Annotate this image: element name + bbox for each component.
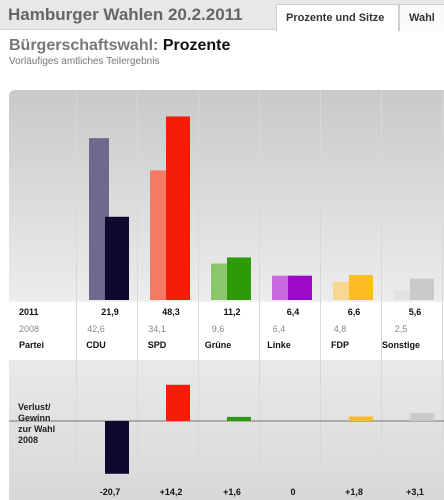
party-label-linke: Linke xyxy=(267,340,291,350)
column-separator xyxy=(198,90,199,500)
bars-svg xyxy=(9,116,444,474)
page-title: Bürgerschaftswahl: Prozente xyxy=(9,37,230,55)
value-change-grüne: +1,6 xyxy=(223,487,241,497)
value-2008-grüne: 9,6 xyxy=(211,324,225,334)
row-label-2008: 2008 xyxy=(19,324,40,334)
verlust-label-line: Gewinn xyxy=(18,413,51,423)
tab-wahl[interactable]: Wahl xyxy=(399,4,444,31)
change-bar-sonstige xyxy=(410,413,434,421)
verlust-label-line: Verlust/ xyxy=(18,402,51,412)
column-separator xyxy=(381,90,382,500)
value-2011-fdp: 6,6 xyxy=(347,307,361,317)
value-2011-grüne: 11,2 xyxy=(223,307,241,317)
value-change-spd: +14,2 xyxy=(159,487,183,497)
page-title-main: Prozente xyxy=(162,37,231,54)
page-subtitle: Vorläufiges amtliches Teilergebnis xyxy=(9,56,160,67)
verlust-gewinn-label: Verlust/ Gewinn zur Wahl 2008 xyxy=(18,402,74,446)
change-bar-spd xyxy=(166,384,190,421)
election-chart: 2011 2008 Partei Verlust/ Gewinn zur Wah… xyxy=(9,90,444,500)
value-2008-cdu: 42,6 xyxy=(87,324,105,334)
bar-2008-linke xyxy=(272,275,292,300)
value-change-cdu: -20,7 xyxy=(99,487,121,497)
app-title: Hamburger Wahlen 20.2.2011 xyxy=(8,5,243,24)
value-2011-linke: 6,4 xyxy=(286,307,300,317)
bar-2011-cdu xyxy=(105,216,129,300)
verlust-label-line: zur Wahl xyxy=(18,424,56,434)
bar-2008-cdu xyxy=(89,138,109,300)
party-label-cdu: CDU xyxy=(86,340,106,350)
bar-2011-fdp xyxy=(349,274,373,300)
column-separator xyxy=(320,90,321,500)
results-table-band xyxy=(9,302,444,360)
column-separator xyxy=(259,90,260,500)
value-change-fdp: +1,8 xyxy=(345,487,363,497)
value-2008-spd: 34,1 xyxy=(148,324,166,334)
value-2011-sonstige: 5,6 xyxy=(408,307,422,317)
top-bar: Hamburger Wahlen 20.2.2011 Prozente und … xyxy=(0,0,444,32)
value-2008-linke: 6,4 xyxy=(272,324,286,334)
change-bar-fdp xyxy=(349,416,373,421)
value-2008-sonstige: 2,5 xyxy=(394,324,408,334)
column-separator xyxy=(442,90,443,500)
row-label-partei: Partei xyxy=(19,340,45,350)
column-separator xyxy=(137,90,138,500)
bar-2008-spd xyxy=(150,170,170,300)
value-change-linke: 0 xyxy=(290,487,296,497)
value-2008-fdp: 4,8 xyxy=(333,324,347,334)
change-bar-cdu xyxy=(105,421,129,474)
row-label-2011: 2011 xyxy=(19,307,39,317)
change-bar-grüne xyxy=(227,416,251,421)
party-label-fdp: FDP xyxy=(331,340,349,350)
party-label-spd: SPD xyxy=(147,340,167,350)
page-title-prefix: Bürgerschaftswahl: xyxy=(9,37,159,54)
value-2011-cdu: 21,9 xyxy=(101,307,119,317)
bar-2011-linke xyxy=(288,275,312,300)
value-2011-spd: 48,3 xyxy=(162,307,180,317)
column-separator xyxy=(76,90,77,500)
value-change-sonstige: +3,1 xyxy=(406,487,424,497)
party-label-sonstige: Sonstige xyxy=(381,340,420,350)
bar-2008-fdp xyxy=(333,281,353,300)
tab-prozente-und-sitze[interactable]: Prozente und Sitze xyxy=(276,4,399,32)
bar-2011-spd xyxy=(166,116,190,301)
verlust-label-line: 2008 xyxy=(18,435,39,445)
party-label-grüne: Grüne xyxy=(204,340,232,350)
bar-2011-grüne xyxy=(227,257,251,300)
bar-2008-sonstige xyxy=(394,290,414,300)
bar-2008-grüne xyxy=(211,263,231,300)
bar-2011-sonstige xyxy=(410,278,434,300)
